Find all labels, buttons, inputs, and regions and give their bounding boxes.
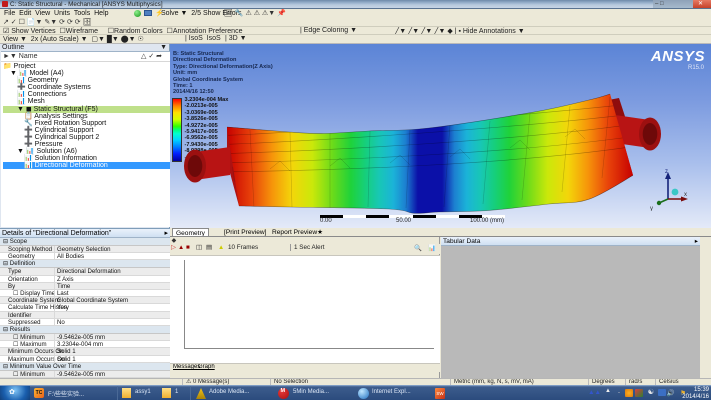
- svg-text:x: x: [684, 192, 687, 198]
- svg-text:z: z: [665, 169, 668, 175]
- svg-text:y: y: [650, 206, 653, 211]
